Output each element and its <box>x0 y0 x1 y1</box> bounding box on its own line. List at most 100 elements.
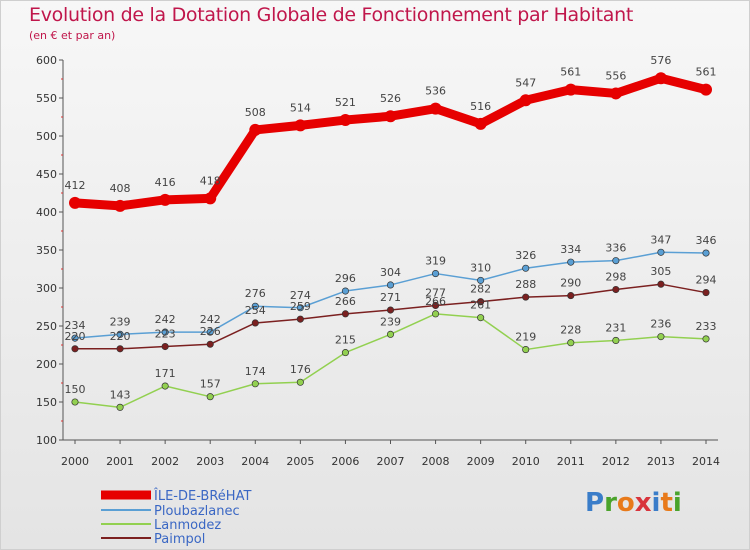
x-tick-label: 2013 <box>647 455 675 468</box>
data-point <box>71 334 79 342</box>
x-tick-label: 2008 <box>422 455 450 468</box>
data-point <box>567 292 575 300</box>
data-point <box>204 192 217 205</box>
data-point <box>159 193 172 206</box>
data-point <box>71 398 79 406</box>
data-label: 547 <box>515 76 536 89</box>
data-point <box>522 293 530 301</box>
data-point <box>477 298 485 306</box>
data-label: 150 <box>65 383 86 396</box>
data-label: 336 <box>605 242 626 255</box>
data-label: 526 <box>380 92 401 105</box>
data-label: 171 <box>155 367 176 380</box>
data-point <box>206 393 214 401</box>
data-point <box>161 342 169 351</box>
data-point <box>341 349 349 357</box>
data-label: 234 <box>65 319 86 332</box>
data-label: 242 <box>155 313 176 326</box>
data-point <box>206 340 214 348</box>
data-label: 220 <box>65 330 86 343</box>
legend-label: Lanmodez <box>154 518 221 533</box>
data-point <box>702 289 710 297</box>
data-point <box>477 276 485 284</box>
data-label: 143 <box>110 388 131 401</box>
data-point <box>654 72 667 85</box>
data-label: 561 <box>560 66 581 79</box>
data-label: 266 <box>335 295 356 308</box>
data-label: 242 <box>200 313 221 326</box>
data-point <box>612 257 620 265</box>
y-tick-label: 400 <box>36 206 57 219</box>
data-point <box>71 345 79 353</box>
data-label: 516 <box>470 100 491 113</box>
data-label: 508 <box>245 106 266 119</box>
data-point <box>432 270 440 278</box>
data-point <box>657 280 665 288</box>
data-point <box>432 301 440 310</box>
data-label: 561 <box>696 66 717 79</box>
chart-title: Evolution de la Dotation Globale de Fonc… <box>29 4 634 26</box>
data-point <box>657 248 665 256</box>
data-point <box>251 302 259 310</box>
data-point <box>522 264 530 272</box>
data-point <box>567 258 575 266</box>
logo-letter: t <box>660 488 673 518</box>
data-point <box>386 281 395 289</box>
data-point <box>519 94 532 107</box>
data-point <box>386 306 395 314</box>
data-point <box>339 114 352 127</box>
data-label: 418 <box>200 174 221 187</box>
data-label: 282 <box>470 283 491 296</box>
data-point <box>296 315 304 323</box>
data-point <box>609 87 622 100</box>
data-label: 219 <box>515 331 536 344</box>
data-label: 226 <box>200 325 221 338</box>
logo-letter: x <box>634 488 652 518</box>
data-label: 514 <box>290 101 311 114</box>
data-point <box>432 310 440 318</box>
data-point <box>341 310 349 318</box>
x-tick-label: 2010 <box>512 455 540 468</box>
data-label: 296 <box>335 272 356 285</box>
y-tick-label: 300 <box>36 282 57 295</box>
data-label: 408 <box>110 182 131 195</box>
logo-letter: P <box>585 488 605 518</box>
x-tick-label: 2011 <box>557 455 585 468</box>
data-point <box>116 345 124 353</box>
data-point <box>206 328 214 336</box>
chart-subtitle: (en € et par an) <box>29 29 116 42</box>
data-label: 576 <box>650 54 671 67</box>
data-point <box>612 285 620 294</box>
data-point <box>251 319 259 327</box>
data-label: 416 <box>155 176 176 189</box>
x-tick-label: 2014 <box>692 455 720 468</box>
logo-letter: r <box>604 488 617 518</box>
data-point <box>296 304 304 312</box>
data-point <box>161 382 169 390</box>
data-point <box>251 380 259 388</box>
data-label: 521 <box>335 96 356 109</box>
data-point <box>702 335 710 343</box>
data-point <box>702 249 710 257</box>
y-tick-label: 200 <box>36 358 57 371</box>
series-points <box>69 72 712 411</box>
data-label: 231 <box>605 321 626 334</box>
data-label: 274 <box>290 289 311 302</box>
data-label: 288 <box>515 278 536 291</box>
data-label: 294 <box>696 274 717 287</box>
logo-letter: i <box>651 488 661 518</box>
data-label: 236 <box>650 318 671 331</box>
data-point <box>249 123 262 136</box>
data-point <box>474 117 487 130</box>
axes: 100 150 200 250 300 350 400 450 500 550 600 2000 200… <box>36 54 720 468</box>
data-label: 347 <box>650 233 671 246</box>
data-label: 346 <box>696 234 717 247</box>
data-point <box>386 330 395 338</box>
data-point <box>700 83 712 96</box>
data-point <box>69 196 81 209</box>
legend-label: Paimpol <box>154 532 205 547</box>
data-point <box>612 336 620 344</box>
data-labels: 234 239 242 242 276 274 296 304 319 310 326 334 336 3… <box>65 54 717 401</box>
data-label: 228 <box>560 324 581 337</box>
